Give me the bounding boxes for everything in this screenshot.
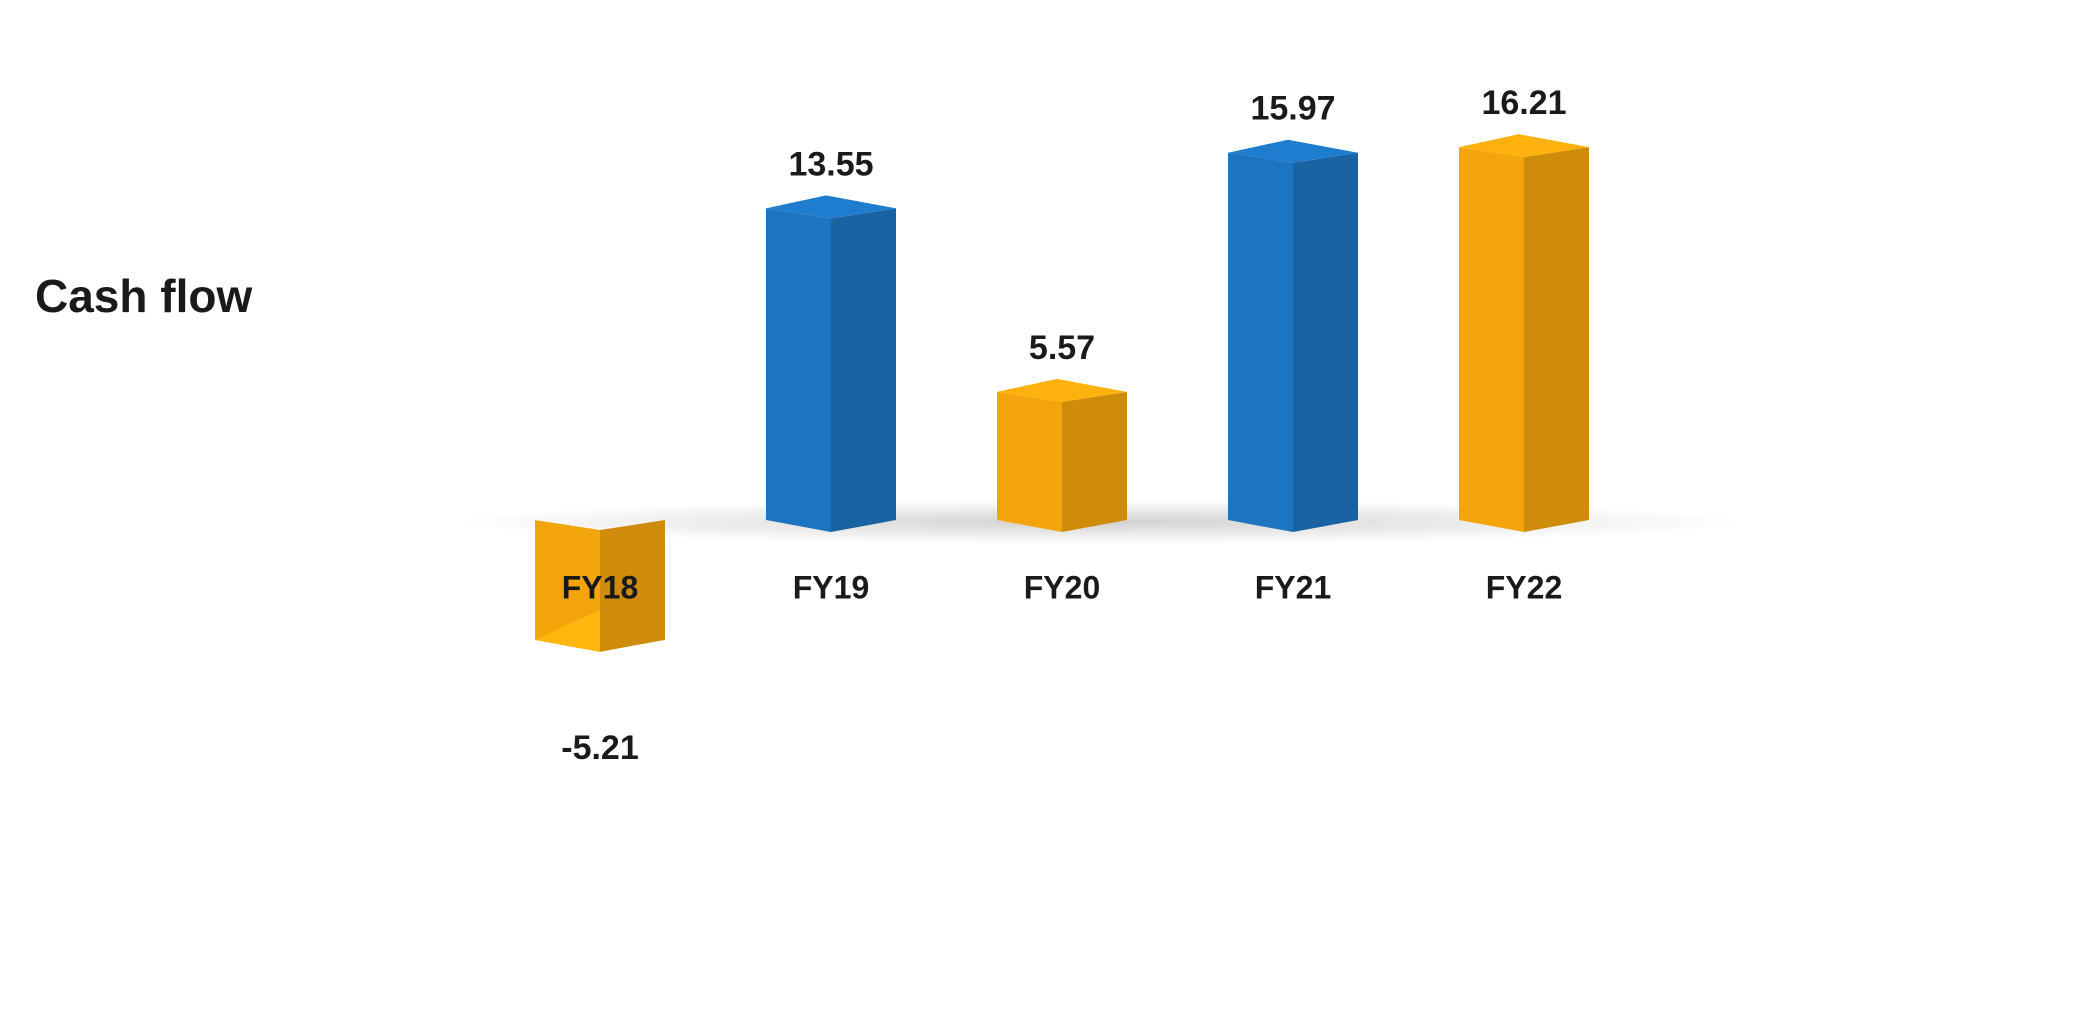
- x-tick-label: FY21: [1255, 569, 1331, 605]
- bar-top: [1228, 139, 1358, 163]
- x-tick-label: FY22: [1486, 569, 1562, 605]
- bar-side: [831, 208, 896, 532]
- bar-top: [766, 195, 896, 219]
- x-tick-label: FY20: [1024, 569, 1100, 605]
- value-label: 15.97: [1250, 90, 1335, 128]
- bar-top: [1459, 134, 1589, 158]
- x-tick-label: FY19: [793, 569, 869, 605]
- bar-front: [766, 208, 831, 532]
- bar: [1228, 139, 1358, 532]
- bar-side: [1062, 391, 1127, 532]
- bar: [1459, 134, 1589, 533]
- bar-top: [997, 378, 1127, 402]
- bar-side: [600, 520, 665, 652]
- bar-bottom: [535, 609, 600, 652]
- value-label: 16.21: [1481, 84, 1566, 122]
- value-label: 5.57: [1029, 329, 1095, 367]
- bar-front: [1228, 152, 1293, 532]
- bar-front: [1459, 147, 1524, 533]
- bar-side: [1293, 152, 1358, 532]
- x-tick-label: FY18: [562, 569, 638, 605]
- bar: [535, 520, 665, 652]
- bar: [766, 195, 896, 532]
- bar-front: [997, 391, 1062, 532]
- value-label: 13.55: [788, 145, 873, 183]
- value-label: -5.21: [561, 729, 639, 767]
- bar-side: [1524, 147, 1589, 533]
- chart-title: Cash flow: [35, 270, 252, 322]
- bar: [997, 378, 1127, 532]
